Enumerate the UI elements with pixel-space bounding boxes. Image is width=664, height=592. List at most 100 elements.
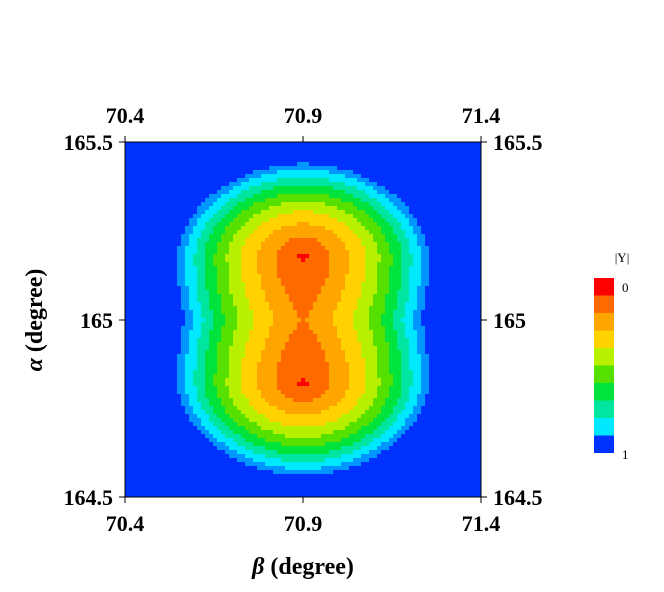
contour-band-6 [373,418,385,423]
contour-band-4 [353,406,369,411]
contour-band-8 [189,350,197,355]
contour-band-3 [245,294,265,299]
contour-band-5 [373,342,389,347]
contour-band-7 [197,286,205,291]
legend-swatch-4 [594,348,614,366]
contour-band-1 [293,398,313,403]
contour-band-2 [261,274,277,279]
contour-band-10 [429,270,481,275]
contour-band-8 [409,350,417,355]
contour-band-10 [125,230,185,235]
contour-band-10 [397,438,481,443]
contour-band-8 [405,310,413,315]
contour-band-3 [345,278,365,283]
contour-band-10 [125,474,481,479]
contour-band-3 [245,286,261,291]
contour-band-10 [125,174,245,179]
contour-band-8 [325,458,353,463]
contour-band-5 [245,426,261,431]
contour-band-5 [229,222,245,227]
contour-band-9 [397,430,405,435]
contour-band-7 [397,306,405,311]
contour-band-10 [125,206,197,211]
contour-band-7 [385,418,397,423]
contour-band-7 [401,242,409,247]
contour-band-7 [197,366,205,371]
contour-band-5 [325,202,353,207]
contour-band-8 [193,318,205,323]
contour-band-10 [405,202,481,207]
contour-band-10 [425,350,481,355]
contour-band-9 [413,226,421,231]
contour-band-6 [329,194,353,199]
contour-band-10 [125,458,237,463]
contour-band-8 [405,406,413,411]
contour-band-10 [125,314,185,319]
contour-band-8 [397,414,409,419]
contour-band-4 [233,234,249,239]
contour-band-8 [185,386,197,391]
contour-band-8 [409,298,417,303]
contour-band-10 [125,382,177,387]
contour-band-10 [337,166,481,171]
contour-band-9 [421,362,429,367]
contour-band-10 [401,434,481,439]
contour-band-8 [405,330,417,335]
contour-band-9 [217,190,229,195]
contour-band-9 [417,338,425,343]
contour-band-2 [261,350,281,355]
contour-band-8 [189,242,197,247]
contour-band-7 [393,410,401,415]
contour-band-6 [261,190,345,195]
legend-swatch-8 [594,418,614,436]
contour-band-10 [429,246,481,251]
contour-band-3 [257,410,285,415]
contour-band-8 [197,414,209,419]
tick-marks [119,136,487,503]
contour-band-8 [205,426,217,431]
contour-band-9 [421,378,429,383]
contour-band-10 [125,326,181,331]
contour-band-8 [405,314,413,319]
contour-band-9 [177,362,185,367]
contour-band-7 [393,314,405,319]
contour-band-6 [273,186,333,191]
contour-band-9 [413,410,421,415]
contour-band-4 [229,266,241,271]
contour-band-7 [393,226,401,231]
contour-band-3 [277,214,329,219]
contour-band-5 [369,406,381,411]
contour-band-4 [281,202,325,207]
contour-band-10 [425,234,481,239]
contour-band-4 [245,414,265,419]
contour-band-8 [413,254,421,259]
contour-band-9 [409,414,417,419]
contour-band-3 [337,306,357,311]
contour-band-8 [405,402,417,407]
contour-band-10 [425,402,481,407]
contour-band-10 [429,378,481,383]
contour-band-8 [405,322,413,327]
contour-band-7 [197,342,209,347]
contour-band-8 [405,234,417,239]
contour-band-8 [409,250,421,255]
contour-band-8 [409,398,417,403]
contour-band-10 [125,306,181,311]
contour-band-7 [401,258,413,263]
contour-band-10 [125,434,205,439]
contour-band-8 [185,362,197,367]
contour-band-2 [273,322,297,327]
x-axis-unit: (degree) [264,554,354,580]
contour-band-10 [125,194,209,199]
contour-band-5 [221,238,233,243]
contour-band-6 [245,198,265,203]
contour-band-2 [273,310,297,315]
contour-band-2 [329,378,349,383]
contour-band-9 [377,190,389,195]
contour-band-7 [197,358,205,363]
contour-band-2 [269,234,337,239]
contour-band-2 [305,318,333,323]
contour-band-7 [193,254,205,259]
contour-band-2 [269,302,293,307]
contour-band-8 [409,338,417,343]
